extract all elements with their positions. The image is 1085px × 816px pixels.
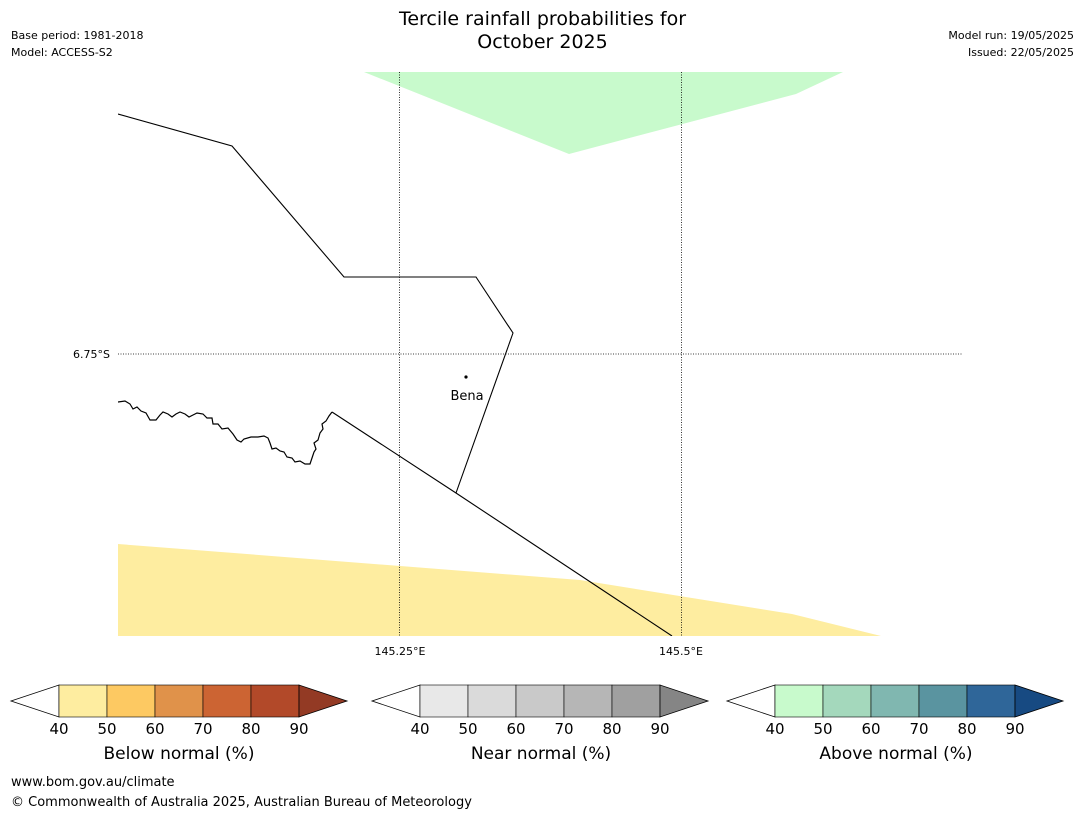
colorbar-bin xyxy=(467,684,517,718)
colorbar-bin xyxy=(870,684,920,718)
below-normal-colorbar: 40 50 60 70 80 90 xyxy=(9,682,350,738)
model-info: Base period: 1981-2018 Model: ACCESS-S2 xyxy=(11,27,143,61)
colorbar-tick-label: 50 xyxy=(97,720,116,738)
near-normal-legend-title: Near normal (%) xyxy=(470,744,612,764)
town-marker xyxy=(464,375,468,379)
website-link[interactable]: www.bom.gov.au/climate xyxy=(11,775,175,790)
colorbar-bin xyxy=(202,684,252,718)
town-label: Bena xyxy=(450,389,483,404)
copyright-text: © Commonwealth of Australia 2025, Austra… xyxy=(11,795,472,810)
colorbar-bin xyxy=(563,684,613,718)
colorbar-svg: 40 50 60 70 80 90 xyxy=(9,684,349,738)
issued-date-text: Issued: 22/05/2025 xyxy=(967,46,1074,59)
colorbar-bin xyxy=(58,684,108,718)
colorbar-bin xyxy=(918,684,968,718)
base-period-text: Base period: 1981-2018 xyxy=(11,29,144,42)
colorbar-tick-label: 70 xyxy=(909,720,928,738)
model-run-text: Model run: 19/05/2025 xyxy=(948,29,1074,42)
near-normal-colorbar: 40 50 60 70 80 90 xyxy=(370,682,711,738)
colorbar-extend-low xyxy=(370,684,421,718)
map-title: Tercile rainfall probabilities for Octob… xyxy=(0,8,1085,54)
longitude-label-145-25: 145.25°E xyxy=(375,645,426,658)
colorbar-bin xyxy=(250,684,300,718)
colorbar-bin xyxy=(611,684,661,718)
below-normal-legend-title: Below normal (%) xyxy=(103,744,255,764)
colorbar-extend-low xyxy=(725,684,776,718)
colorbar-tick-label: 40 xyxy=(49,720,68,738)
colorbar-svg: 40 50 60 70 80 90 xyxy=(725,684,1065,738)
colorbar-tick-label: 70 xyxy=(193,720,212,738)
colorbar-tick-label: 40 xyxy=(410,720,429,738)
colorbar-extend-high xyxy=(298,684,349,718)
title-line-2: October 2025 xyxy=(477,31,608,53)
colorbar-tick-label: 70 xyxy=(554,720,573,738)
colorbar-tick-label: 90 xyxy=(289,720,308,738)
colorbar-bin xyxy=(822,684,872,718)
colorbar-bin xyxy=(515,684,565,718)
colorbar-bin xyxy=(106,684,156,718)
colorbar-tick-label: 60 xyxy=(145,720,164,738)
colorbar-tick-label: 80 xyxy=(241,720,260,738)
colorbar-bin xyxy=(774,684,824,718)
colorbar-tick-label: 80 xyxy=(957,720,976,738)
colorbar-extend-low xyxy=(9,684,60,718)
below-normal-region xyxy=(118,544,881,636)
colorbar-tick-label: 60 xyxy=(506,720,525,738)
river-boundary xyxy=(118,400,333,465)
colorbar-bin xyxy=(966,684,1016,718)
colorbar-tick-label: 90 xyxy=(650,720,669,738)
forecast-map: Bena 6.75°S 145.25°E 145.5°E xyxy=(73,72,963,658)
colorbar-bin xyxy=(154,684,204,718)
colorbar-extend-high xyxy=(659,684,710,718)
colorbar-tick-label: 50 xyxy=(813,720,832,738)
title-line-1: Tercile rainfall probabilities for xyxy=(398,8,687,30)
latitude-label: 6.75°S xyxy=(73,348,110,361)
province-boundary-south xyxy=(331,411,673,636)
colorbar-extend-high xyxy=(1014,684,1065,718)
colorbar-tick-label: 80 xyxy=(602,720,621,738)
above-normal-region xyxy=(364,72,843,154)
colorbar-tick-label: 90 xyxy=(1005,720,1024,738)
longitude-label-145-5: 145.5°E xyxy=(659,645,703,658)
above-normal-colorbar: 40 50 60 70 80 90 xyxy=(725,682,1066,738)
colorbar-bin xyxy=(419,684,469,718)
above-normal-legend-title: Above normal (%) xyxy=(819,744,973,764)
model-name-text: Model: ACCESS-S2 xyxy=(11,46,113,59)
colorbar-tick-label: 60 xyxy=(861,720,880,738)
province-boundary xyxy=(118,113,514,494)
colorbar-tick-label: 40 xyxy=(765,720,784,738)
colorbar-svg: 40 50 60 70 80 90 xyxy=(370,684,710,738)
issue-info: Model run: 19/05/2025 Issued: 22/05/2025 xyxy=(948,27,1074,61)
colorbar-tick-label: 50 xyxy=(458,720,477,738)
